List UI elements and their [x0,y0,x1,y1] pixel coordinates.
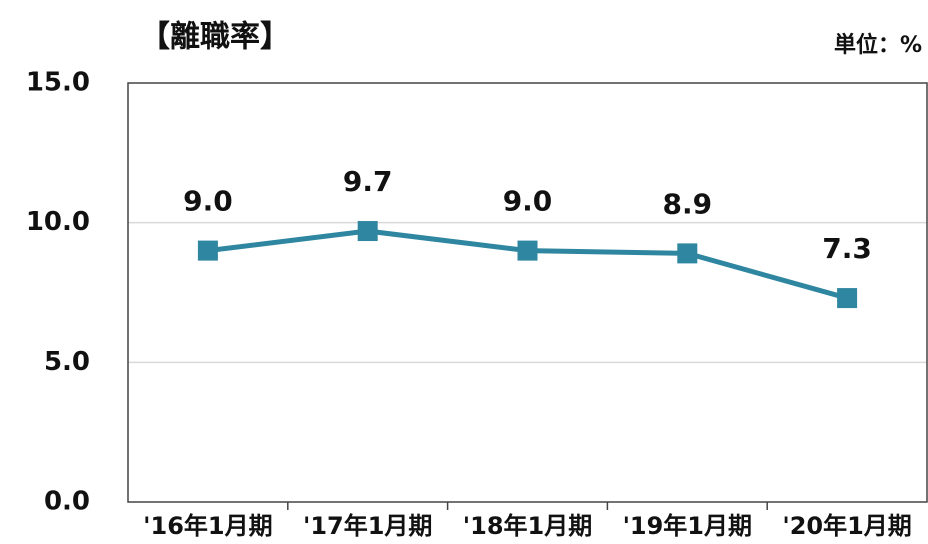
unit-label: 単位：% [834,32,922,58]
marker [677,243,698,264]
data-label: 9.7 [343,165,393,198]
data-label: 9.0 [503,185,553,218]
x-tick-label: '18年1月期 [463,512,592,540]
marker [357,221,378,242]
data-label: 8.9 [662,187,712,220]
y-tick-label: 5.0 [44,347,90,377]
data-label: 9.0 [183,185,233,218]
marker [837,288,858,309]
marker [517,240,538,261]
y-tick-label: 10.0 [26,207,90,237]
x-tick-label: '17年1月期 [303,512,432,540]
x-tick-label: '16年1月期 [143,512,272,540]
plot-border [127,82,928,503]
chart-title: 【離職率】 [140,20,290,55]
y-tick-label: 0.0 [44,487,90,517]
y-tick-label: 15.0 [26,68,90,98]
data-label: 7.3 [822,232,872,265]
marker [197,240,218,261]
x-tick-label: '20年1月期 [782,512,911,540]
x-tick-label: '19年1月期 [623,512,752,540]
